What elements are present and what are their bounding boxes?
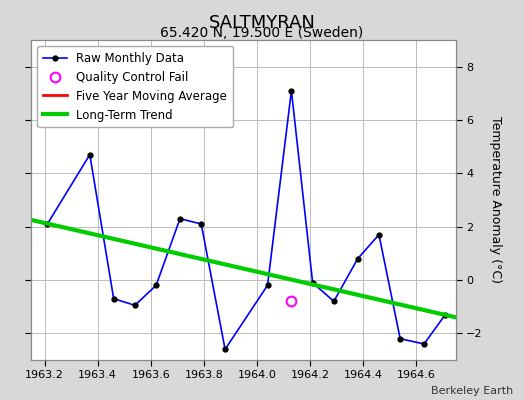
Raw Monthly Data	[44, 222, 50, 226]
Raw Monthly Data	[288, 88, 294, 93]
Raw Monthly Data	[310, 280, 316, 285]
Line: Raw Monthly Data: Raw Monthly Data	[45, 88, 447, 352]
Raw Monthly Data	[376, 232, 382, 237]
Raw Monthly Data	[397, 336, 403, 341]
Text: SALTMYRAN: SALTMYRAN	[209, 14, 315, 32]
Raw Monthly Data	[132, 303, 138, 308]
Raw Monthly Data	[355, 256, 361, 261]
Raw Monthly Data	[153, 283, 159, 288]
Raw Monthly Data	[331, 299, 337, 304]
Text: 65.420 N, 19.500 E (Sweden): 65.420 N, 19.500 E (Sweden)	[160, 26, 364, 40]
Raw Monthly Data	[222, 347, 228, 352]
Raw Monthly Data	[265, 283, 271, 288]
Raw Monthly Data	[177, 216, 183, 221]
Y-axis label: Temperature Anomaly (°C): Temperature Anomaly (°C)	[489, 116, 502, 284]
Raw Monthly Data	[111, 296, 117, 301]
Raw Monthly Data	[86, 152, 93, 157]
Raw Monthly Data	[421, 342, 427, 346]
Raw Monthly Data	[442, 312, 449, 317]
Text: Berkeley Earth: Berkeley Earth	[431, 386, 514, 396]
Raw Monthly Data	[198, 222, 204, 226]
Legend: Raw Monthly Data, Quality Control Fail, Five Year Moving Average, Long-Term Tren: Raw Monthly Data, Quality Control Fail, …	[37, 46, 233, 128]
